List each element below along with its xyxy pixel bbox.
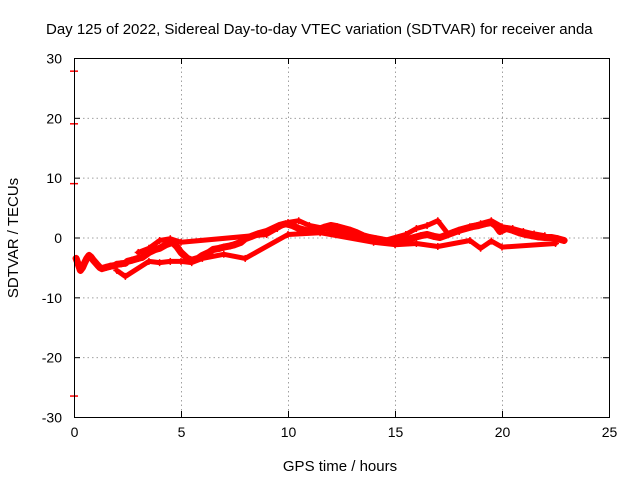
y-tick-label: -20 xyxy=(42,350,62,366)
x-tick-label: 25 xyxy=(602,424,618,440)
x-tick-label: 15 xyxy=(388,424,404,440)
y-tick-label: 30 xyxy=(46,51,62,67)
y-tick-label: 0 xyxy=(54,230,62,246)
grid-lines xyxy=(74,58,609,417)
y-axis-label: SDTVAR / TECUs xyxy=(5,178,22,298)
x-tick-label: 10 xyxy=(281,424,297,440)
y-tick-label: -30 xyxy=(42,410,62,426)
series-1 xyxy=(134,217,549,256)
chart-title: Day 125 of 2022, Sidereal Day-to-day VTE… xyxy=(46,21,593,38)
x-tick-label: 20 xyxy=(495,424,511,440)
axis-ticks: 0 5 10 15 20 25 -30 -20 -10 0 10 20 30 xyxy=(42,51,618,441)
x-tick-label: 0 xyxy=(71,424,79,440)
data-layer xyxy=(70,70,568,397)
y-tick-label: 10 xyxy=(46,170,62,186)
y-tick-label: -10 xyxy=(42,290,62,306)
x-tick-label: 5 xyxy=(178,424,186,440)
x-axis-label: GPS time / hours xyxy=(283,458,397,475)
y-tick-label: 20 xyxy=(46,110,62,126)
series-2 xyxy=(113,229,559,280)
